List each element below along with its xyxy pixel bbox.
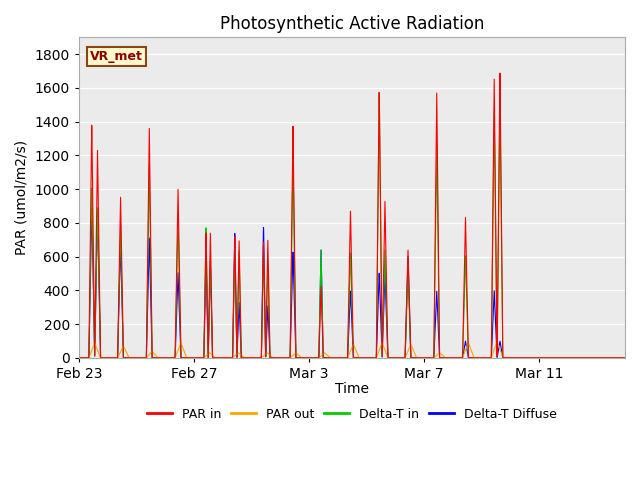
Delta-T in [483, 355, 490, 360]
Delta-T in [375, 90, 383, 96]
Delta-T in [174, 215, 182, 220]
PAR in [403, 306, 410, 312]
Delta-T Diffuse [524, 355, 532, 360]
Delta-T Diffuse [621, 355, 629, 360]
Y-axis label: PAR (umol/m2/s): PAR (umol/m2/s) [15, 140, 29, 255]
Delta-T in [284, 355, 291, 360]
PAR out [284, 355, 291, 360]
PAR out [493, 338, 501, 344]
Delta-T in [430, 333, 438, 339]
Delta-T Diffuse [75, 355, 83, 360]
PAR out [430, 355, 438, 360]
Delta-T in [621, 355, 629, 360]
Delta-T Diffuse [174, 273, 182, 279]
PAR out [524, 355, 532, 360]
Legend: PAR in, PAR out, Delta-T in, Delta-T Diffuse: PAR in, PAR out, Delta-T in, Delta-T Dif… [141, 403, 562, 425]
PAR in [524, 355, 532, 360]
Line: Delta-T Diffuse: Delta-T Diffuse [79, 208, 625, 358]
Delta-T in [524, 355, 532, 360]
PAR out [75, 355, 83, 360]
Delta-T in [403, 313, 410, 319]
Delta-T Diffuse [88, 205, 95, 211]
PAR out [483, 355, 490, 360]
PAR out [403, 352, 410, 358]
Delta-T Diffuse [403, 305, 410, 311]
PAR in [621, 355, 629, 360]
PAR in [174, 186, 182, 192]
PAR in [430, 338, 438, 344]
Line: PAR out: PAR out [79, 341, 625, 358]
Title: Photosynthetic Active Radiation: Photosynthetic Active Radiation [220, 15, 484, 33]
Line: Delta-T in: Delta-T in [79, 93, 625, 358]
PAR out [174, 347, 182, 353]
PAR out [621, 355, 629, 360]
PAR in [284, 355, 291, 360]
Delta-T Diffuse [284, 355, 291, 360]
PAR in [496, 70, 504, 76]
Delta-T Diffuse [430, 348, 438, 354]
PAR in [75, 355, 83, 360]
PAR in [483, 355, 490, 360]
X-axis label: Time: Time [335, 382, 369, 396]
Delta-T Diffuse [483, 355, 490, 360]
Text: VR_met: VR_met [90, 50, 143, 63]
Line: PAR in: PAR in [79, 73, 625, 358]
Delta-T in [75, 355, 83, 360]
